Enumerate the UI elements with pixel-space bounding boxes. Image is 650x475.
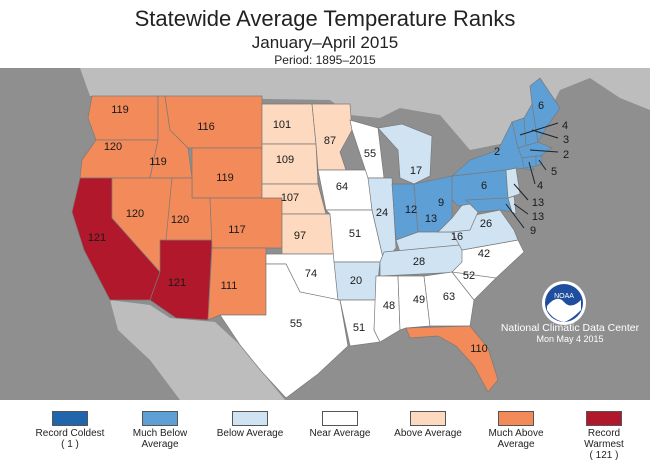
rank-label-CO: 117: [228, 224, 246, 236]
map-period: Period: 1895–2015: [274, 53, 376, 67]
rank-label-NH: 3: [563, 134, 569, 146]
rank-label-OR: 120: [104, 141, 122, 153]
state-MN: [311, 103, 353, 171]
agency-name: National Climatic Data Center: [500, 322, 640, 334]
legend-sub: ( 1 ): [61, 439, 79, 450]
legend: Record Coldest ( 1 ) Much Below Average …: [0, 408, 650, 475]
map-subtitle: January–April 2015: [251, 33, 399, 52]
legend-swatch: [232, 411, 268, 426]
rank-label-WI: 55: [364, 148, 376, 160]
canada-land: [0, 68, 650, 150]
state-NJ: [505, 167, 521, 199]
rank-label-IN: 12: [405, 204, 417, 216]
legend-swatch: [142, 411, 178, 426]
rank-label-FL: 110: [470, 343, 488, 355]
legend-item-much-below: Much Below Average: [125, 408, 195, 450]
rank-label-UT: 120: [171, 214, 189, 226]
legend-item-near: Near Average: [305, 408, 375, 439]
legend-label: Much Below Average: [132, 428, 188, 450]
state-FL: [405, 325, 499, 393]
rank-label-NM: 111: [221, 280, 238, 292]
legend-item-above: Above Average: [393, 408, 463, 439]
rank-label-KY: 13: [425, 213, 437, 225]
rank-label-SC: 52: [463, 270, 475, 282]
legend-item-below: Below Average: [215, 408, 285, 439]
rank-label-AZ: 121: [168, 277, 186, 289]
rank-label-TN: 28: [413, 256, 425, 268]
agency-date: Mon May 4 2015: [536, 334, 604, 344]
legend-swatch: [410, 411, 446, 426]
state-GA: [423, 271, 475, 327]
rank-labels: 119 120 121 119 120 121 116 119 120 117 …: [88, 100, 569, 355]
rank-label-SD: 109: [276, 154, 294, 166]
rank-label-DE: 13: [532, 211, 544, 223]
agency-block: National Climatic Data Center Mon May 4 …: [500, 322, 640, 344]
legend-label: Much Above Average: [488, 428, 544, 450]
state-TX: [219, 263, 349, 399]
rank-label-MD: 9: [530, 225, 536, 237]
rank-label-OK: 74: [305, 268, 317, 280]
state-MD: [465, 197, 513, 213]
rank-label-IL: 24: [376, 207, 388, 219]
rank-label-NY: 2: [494, 146, 500, 158]
legend-label: Near Average: [309, 428, 371, 439]
rank-label-ME: 6: [538, 100, 544, 112]
legend-swatch: [322, 411, 358, 426]
rank-label-NC: 42: [478, 248, 490, 260]
legend-item-record-coldest: Record Coldest ( 1 ): [35, 408, 105, 450]
rank-label-NJ: 13: [532, 197, 544, 209]
legend-swatch: [52, 411, 88, 426]
mexico-land: [110, 300, 285, 400]
rank-label-ND: 101: [273, 119, 291, 131]
us-state-rank-map: 119 120 121 119 120 121 116 119 120 117 …: [0, 68, 650, 400]
rank-label-RI: 5: [551, 166, 557, 178]
rank-label-MT: 116: [197, 121, 215, 133]
rank-label-MS: 48: [383, 300, 395, 312]
leader-lines: [505, 122, 559, 229]
rank-label-AL: 49: [413, 294, 425, 306]
state-MI: [377, 123, 433, 185]
state-MS: [373, 275, 401, 343]
map-title: Statewide Average Temperature Ranks: [134, 6, 516, 31]
rank-label-VA: 26: [480, 218, 492, 230]
noaa-logo-text: NOAA: [554, 293, 574, 300]
state-AL: [397, 275, 431, 331]
noaa-logo-icon: NOAA: [542, 281, 586, 325]
rank-label-CT: 4: [537, 180, 543, 192]
rank-label-AR: 20: [350, 275, 362, 287]
rank-label-WY: 119: [216, 172, 234, 184]
rank-label-TX: 55: [290, 318, 302, 330]
rank-label-WV: 16: [451, 231, 463, 243]
state-CO: [209, 197, 283, 249]
state-KS: [281, 213, 335, 255]
legend-item-much-above: Much Above Average: [481, 408, 551, 450]
legend-label: Above Average: [394, 428, 462, 439]
rank-label-ID: 119: [149, 156, 167, 168]
rank-label-MN: 87: [324, 135, 336, 147]
rank-label-GA: 63: [443, 291, 455, 303]
rank-label-NV: 120: [126, 208, 144, 220]
rank-label-CA: 121: [88, 232, 106, 244]
legend-swatch: [498, 411, 534, 426]
legend-label: Record Coldest: [35, 428, 105, 439]
state-RI: [535, 155, 543, 167]
rank-label-IA: 64: [336, 181, 348, 193]
legend-sub: ( 121 ): [589, 450, 619, 461]
rank-label-WA: 119: [111, 104, 129, 116]
rank-label-NE: 107: [281, 192, 299, 204]
legend-label: Below Average: [216, 428, 284, 439]
rank-label-VT: 4: [562, 120, 568, 132]
legend-item-record-warmest: Record Warmest ( 121 ): [569, 408, 639, 461]
state-WA: [87, 95, 159, 141]
rank-label-OH: 9: [438, 197, 444, 209]
rank-label-MO: 51: [349, 228, 361, 240]
rank-label-KS: 97: [294, 230, 306, 242]
legend-label: Record Warmest: [584, 428, 624, 450]
rank-label-MI: 17: [410, 165, 422, 177]
state-ME: [529, 77, 561, 144]
legend-swatch: [586, 411, 622, 426]
rank-label-LA: 51: [353, 322, 365, 334]
rank-label-PA: 6: [481, 180, 487, 192]
rank-label-MA: 2: [563, 149, 569, 161]
